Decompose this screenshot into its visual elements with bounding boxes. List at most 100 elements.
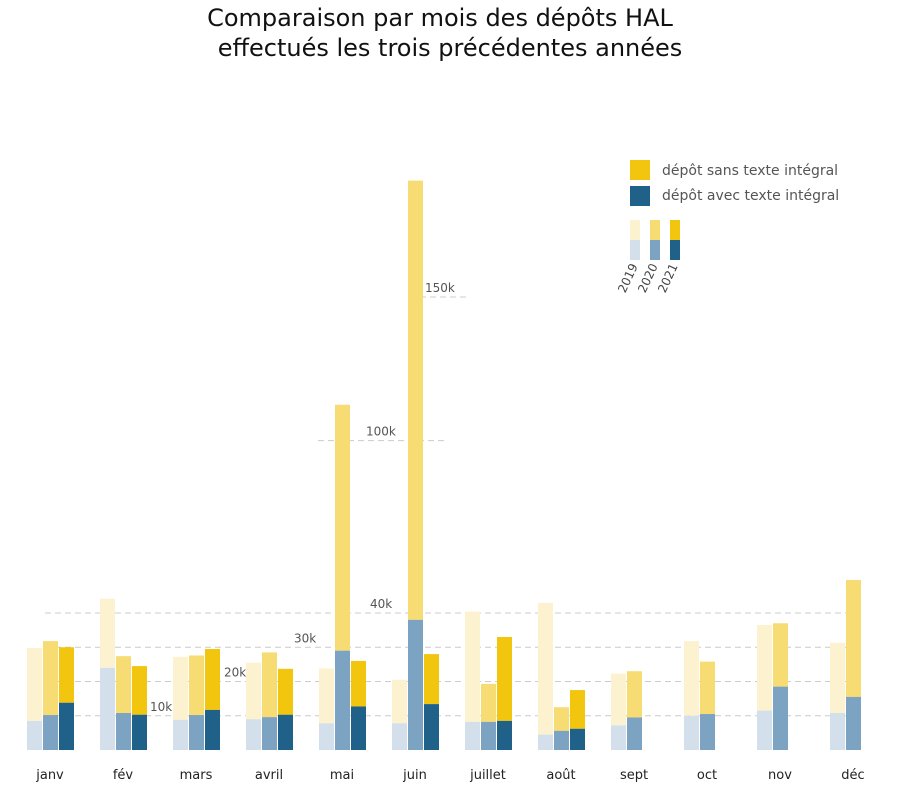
legend-swatch-avec: [630, 186, 650, 206]
bar-fév-2021-avec: [132, 714, 147, 750]
bar-fév-2021-sans: [132, 666, 147, 715]
bar-oct-2019-avec: [684, 715, 699, 750]
bar-avril-2019-avec: [246, 719, 261, 750]
bar-avril-2019-sans: [246, 662, 261, 720]
y-tick-label: 10k: [150, 700, 172, 714]
month-label-7: août: [546, 768, 575, 783]
bar-fév-2019-sans: [100, 598, 115, 668]
bar-juillet-2021-avec: [497, 720, 512, 750]
bar-mai-2021-sans: [351, 660, 366, 707]
bar-oct-2020-sans: [700, 661, 715, 715]
bar-mars-2019-sans: [173, 656, 188, 720]
month-label-11: déc: [841, 768, 864, 783]
bar-juillet-2020-sans: [481, 683, 496, 722]
bar-mai-2019-avec: [319, 723, 334, 750]
month-label-9: oct: [697, 768, 717, 783]
bar-août-2019-sans: [538, 602, 553, 735]
year-legend-swatch-avec-2019: [630, 240, 640, 260]
bar-janv-2021-avec: [59, 702, 74, 750]
bar-nov-2020-sans: [773, 623, 788, 687]
bar-mars-2021-avec: [205, 709, 220, 750]
bar-mai-2020-sans: [335, 404, 350, 651]
bar-nov-2020-avec: [773, 686, 788, 750]
legend: dépôt sans texte intégral dépôt avec tex…: [615, 160, 839, 295]
bar-mars-2019-avec: [173, 719, 188, 750]
year-legend-swatch-sans-2019: [630, 220, 640, 240]
bar-sept-2019-sans: [611, 673, 626, 726]
month-label-1: fév: [113, 768, 134, 783]
bar-sept-2019-avec: [611, 725, 626, 750]
bar-fév-2020-sans: [116, 656, 131, 714]
bar-oct-2019-sans: [684, 641, 699, 716]
bar-juin-2021-sans: [424, 654, 439, 705]
bar-avril-2021-sans: [278, 668, 293, 715]
bar-août-2021-sans: [570, 690, 585, 729]
year-legend-swatch-avec-2021: [670, 240, 680, 260]
bar-avril-2020-sans: [262, 652, 277, 718]
y-tick-label: 20k: [224, 666, 246, 680]
bar-oct-2020-avec: [700, 714, 715, 750]
bar-juillet-2021-sans: [497, 636, 512, 721]
bar-janv-2020-sans: [43, 641, 58, 716]
bar-juillet-2020-avec: [481, 721, 496, 750]
chart-title-line-1: Comparaison par mois des dépôts HAL: [207, 4, 673, 32]
bar-mars-2021-sans: [205, 648, 220, 710]
chart-title-line-2: effectués les trois précédentes années: [218, 34, 683, 62]
month-label-8: sept: [620, 768, 648, 783]
bar-mai-2021-avec: [351, 706, 366, 750]
bar-janv-2019-avec: [27, 720, 42, 750]
bar-déc-2019-avec: [830, 713, 845, 750]
bar-sept-2020-avec: [627, 717, 642, 750]
legend-swatch-sans: [630, 160, 650, 180]
bar-déc-2020-sans: [846, 579, 861, 697]
month-label-4: mai: [330, 768, 354, 783]
month-label-10: nov: [768, 768, 792, 783]
bar-nov-2019-sans: [757, 624, 772, 711]
month-label-3: avril: [255, 768, 283, 783]
year-legend-swatch-sans-2021: [670, 220, 680, 240]
month-label-2: mars: [180, 768, 213, 783]
bar-mai-2020-avec: [335, 650, 350, 750]
year-legend-swatch-avec-2020: [650, 240, 660, 260]
legend-label-sans: dépôt sans texte intégral: [662, 163, 838, 179]
month-label-0: janv: [35, 768, 64, 783]
y-tick-label: 100k: [366, 425, 396, 439]
month-labels: janv fév mars avril mai juin juillet août sept oc…: [35, 768, 864, 783]
y-tick-label: 30k: [294, 631, 316, 645]
bar-avril-2020-avec: [262, 717, 277, 750]
bar-fév-2019-avec: [100, 667, 115, 750]
bars: [27, 180, 861, 750]
bar-sept-2020-sans: [627, 671, 642, 718]
y-tick-label: 40k: [370, 597, 392, 611]
bar-juin-2020-sans: [408, 180, 423, 620]
bar-janv-2021-sans: [59, 647, 74, 703]
bar-janv-2020-avec: [43, 715, 58, 750]
bar-août-2019-avec: [538, 734, 553, 750]
year-legend-swatch-sans-2020: [650, 220, 660, 240]
bar-mars-2020-sans: [189, 655, 204, 716]
bar-juin-2021-avec: [424, 704, 439, 750]
bar-fév-2020-avec: [116, 713, 131, 750]
bar-juillet-2019-sans: [465, 611, 480, 722]
bar-mai-2019-sans: [319, 668, 334, 724]
bar-juin-2019-sans: [392, 679, 407, 724]
bar-juin-2019-avec: [392, 723, 407, 750]
month-label-6: juillet: [469, 768, 506, 783]
y-tick-labels: 10k 20k 30k 40k 100k 150k: [150, 281, 455, 714]
bar-juin-2020-avec: [408, 619, 423, 750]
bar-août-2020-sans: [554, 707, 569, 731]
y-tick-label: 150k: [425, 281, 455, 295]
bar-août-2020-avec: [554, 730, 569, 750]
month-label-5: juin: [402, 768, 427, 783]
bar-déc-2019-sans: [830, 642, 845, 714]
bar-août-2021-avec: [570, 728, 585, 750]
year-legend-label-2021: 2021: [655, 261, 681, 295]
bar-avril-2021-avec: [278, 714, 293, 750]
bar-nov-2019-avec: [757, 710, 772, 750]
grid-lines: [45, 296, 860, 717]
bar-déc-2020-avec: [846, 696, 861, 750]
legend-label-avec: dépôt avec texte intégral: [662, 188, 839, 204]
bar-juillet-2019-avec: [465, 721, 480, 750]
